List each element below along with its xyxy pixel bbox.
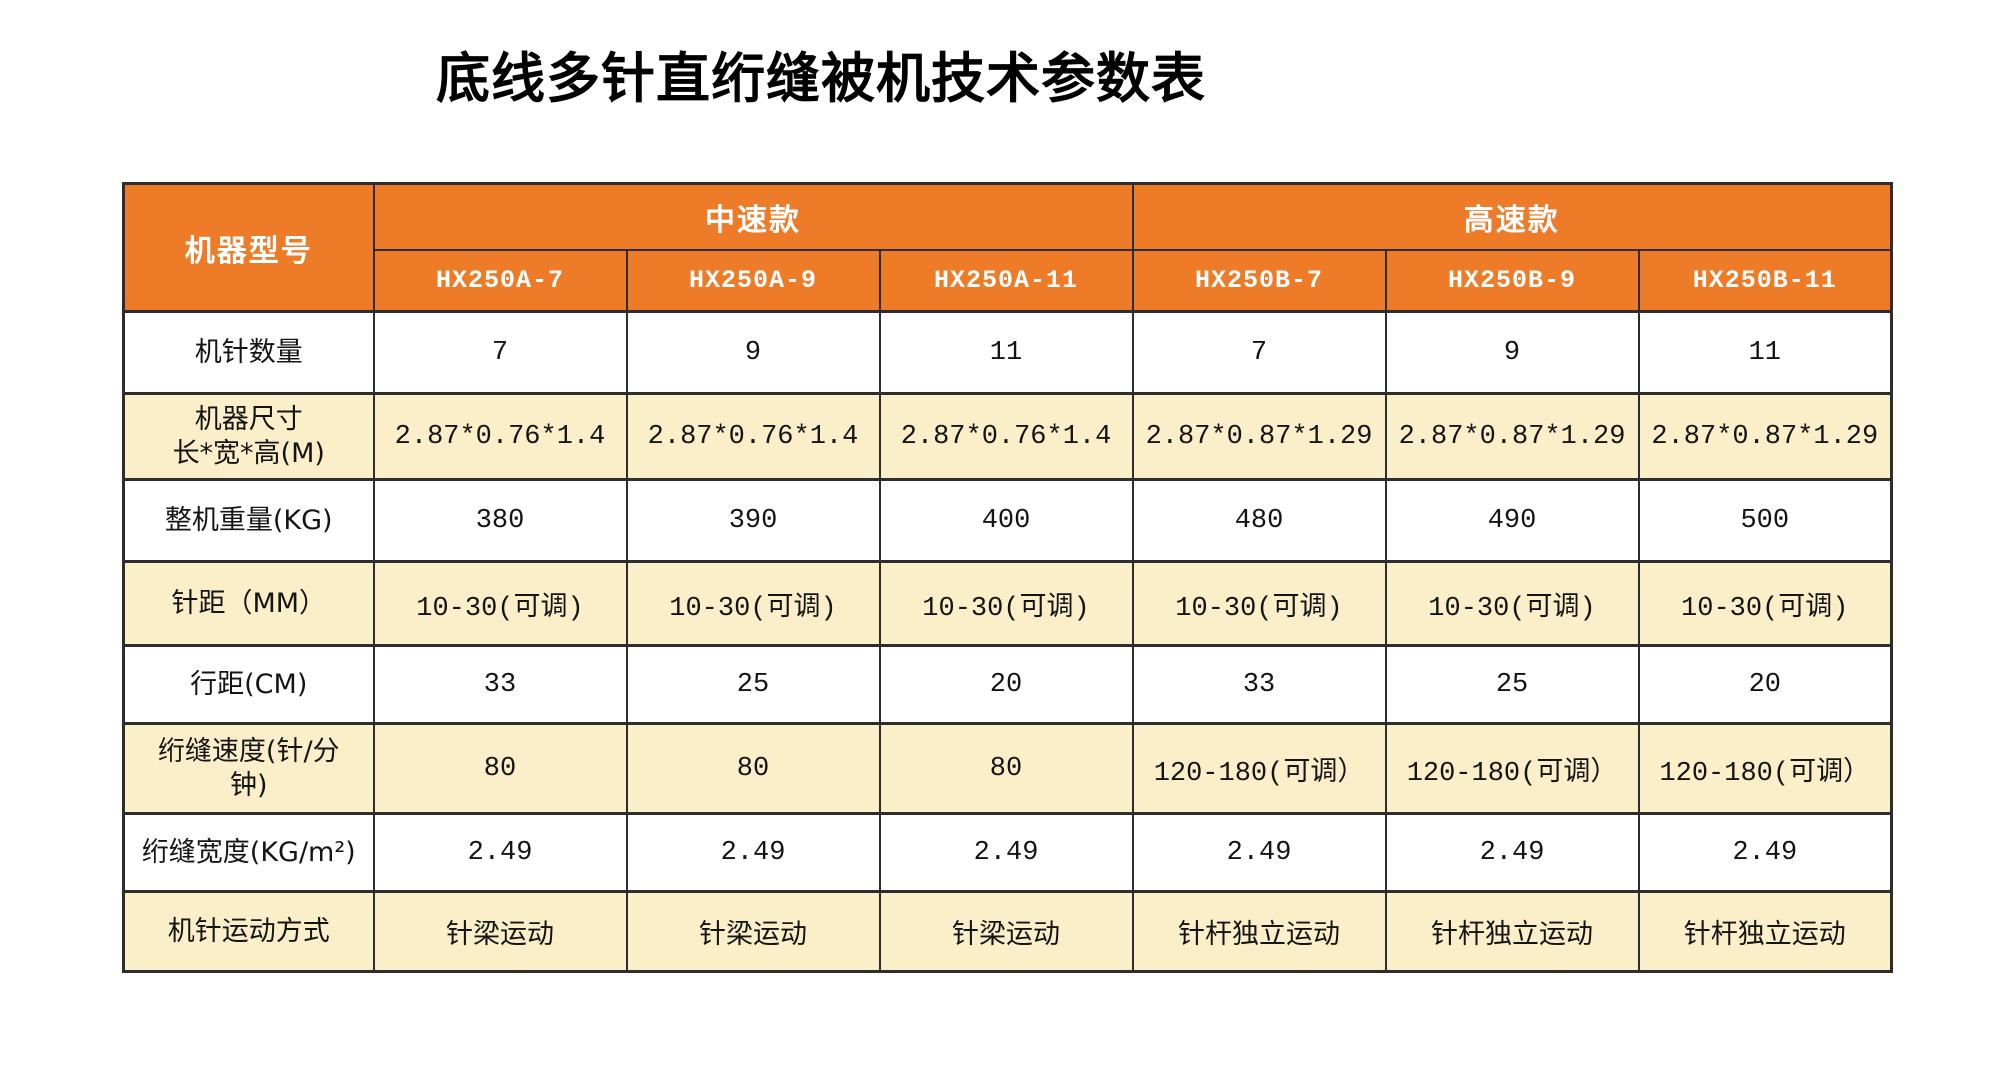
model-header-hx250b-7: HX250B-7 (1131, 248, 1387, 313)
table-row-quilting-width: 绗缝宽度(KG/m²) 2.49 2.49 2.49 2.49 2.49 2.4… (122, 812, 1893, 893)
value-cell: 25 (625, 644, 881, 725)
value-cell: 10-30(可调) (1131, 560, 1387, 647)
model-header-hx250b-9: HX250B-9 (1384, 248, 1640, 313)
value-cell: 380 (372, 478, 628, 563)
value-cell: 120-180(可调） (1637, 722, 1893, 815)
model-header-hx250a-11: HX250A-11 (878, 248, 1134, 313)
value-cell: 120-180(可调） (1384, 722, 1640, 815)
model-header-row: HX250A-7 HX250A-9 HX250A-11 HX250B-7 HX2… (123, 248, 1893, 313)
value-cell: 10-30(可调) (372, 560, 628, 647)
value-cell: 7 (1131, 310, 1387, 395)
value-cell: 20 (1637, 644, 1893, 725)
row-label: 绗缝宽度(KG/m²) (122, 812, 375, 893)
value-cell: 2.87*0.87*1.29 (1131, 392, 1387, 481)
spec-table: 机器型号 中速款 高速款 HX250A-7 HX250A-9 HX250A-11… (122, 182, 1894, 973)
value-cell: 400 (878, 478, 1134, 563)
value-cell: 10-30(可调) (1637, 560, 1893, 647)
value-cell: 500 (1637, 478, 1893, 563)
row-label: 绗缝速度(针/分 钟) (122, 722, 375, 815)
table-row-needle-pitch: 针距（MM） 10-30(可调) 10-30(可调) 10-30(可调) 10-… (122, 560, 1893, 647)
value-cell: 2.49 (1637, 812, 1893, 893)
value-cell: 2.87*0.87*1.29 (1637, 392, 1893, 481)
row-label: 机针运动方式 (122, 890, 375, 973)
value-cell: 针杆独立运动 (1384, 890, 1640, 973)
value-cell: 490 (1384, 478, 1640, 563)
value-cell: 2.87*0.76*1.4 (625, 392, 881, 481)
value-cell: 80 (625, 722, 881, 815)
value-cell: 2.49 (878, 812, 1134, 893)
value-cell: 针梁运动 (625, 890, 881, 973)
value-cell: 2.49 (1384, 812, 1640, 893)
row-label: 针距（MM） (122, 560, 375, 647)
value-cell: 7 (372, 310, 628, 395)
value-cell: 480 (1131, 478, 1387, 563)
page-title: 底线多针直绗缝被机技术参数表 (436, 47, 1206, 110)
value-cell: 2.87*0.76*1.4 (372, 392, 628, 481)
value-cell: 80 (878, 722, 1134, 815)
group-header-row: 机器型号 中速款 高速款 (122, 182, 1893, 313)
value-cell: 120-180(可调） (1131, 722, 1387, 815)
value-cell: 80 (372, 722, 628, 815)
value-cell: 2.49 (1131, 812, 1387, 893)
group-header-medium-speed: 中速款 (372, 182, 1134, 251)
value-cell: 20 (878, 644, 1134, 725)
value-cell: 针杆独立运动 (1637, 890, 1893, 973)
value-cell: 25 (1384, 644, 1640, 725)
value-cell: 2.49 (372, 812, 628, 893)
value-cell: 2.87*0.87*1.29 (1384, 392, 1640, 481)
value-cell: 33 (1131, 644, 1387, 725)
corner-header: 机器型号 (122, 182, 375, 313)
value-cell: 10-30(可调) (1384, 560, 1640, 647)
table-row-machine-weight: 整机重量(KG) 380 390 400 480 490 500 (122, 478, 1893, 563)
table-row-quilting-speed: 绗缝速度(针/分 钟) 80 80 80 120-180(可调） 120-180… (122, 722, 1893, 815)
value-cell: 33 (372, 644, 628, 725)
row-label: 机针数量 (122, 310, 375, 395)
value-cell: 9 (1384, 310, 1640, 395)
value-cell: 10-30(可调) (625, 560, 881, 647)
model-header-hx250b-11: HX250B-11 (1637, 248, 1893, 313)
row-label: 行距(CM) (122, 644, 375, 725)
value-cell: 针杆独立运动 (1131, 890, 1387, 973)
value-cell: 2.49 (625, 812, 881, 893)
table-row-row-spacing: 行距(CM) 33 25 20 33 25 20 (122, 644, 1893, 725)
value-cell: 390 (625, 478, 881, 563)
model-header-hx250a-7: HX250A-7 (372, 248, 628, 313)
group-header-high-speed: 高速款 (1131, 182, 1893, 251)
value-cell: 针梁运动 (878, 890, 1134, 973)
value-cell: 11 (1637, 310, 1893, 395)
value-cell: 9 (625, 310, 881, 395)
table-row-needle-motion: 机针运动方式 针梁运动 针梁运动 针梁运动 针杆独立运动 针杆独立运动 针杆独立… (122, 890, 1893, 973)
value-cell: 10-30(可调) (878, 560, 1134, 647)
value-cell: 11 (878, 310, 1134, 395)
model-header-hx250a-9: HX250A-9 (625, 248, 881, 313)
row-label: 整机重量(KG) (122, 478, 375, 563)
row-label: 机器尺寸 长*宽*高(M) (122, 392, 375, 481)
value-cell: 2.87*0.76*1.4 (878, 392, 1134, 481)
value-cell: 针梁运动 (372, 890, 628, 973)
table-row-needle-count: 机针数量 7 9 11 7 9 11 (122, 310, 1893, 395)
table-row-machine-size: 机器尺寸 长*宽*高(M) 2.87*0.76*1.4 2.87*0.76*1.… (122, 392, 1893, 481)
